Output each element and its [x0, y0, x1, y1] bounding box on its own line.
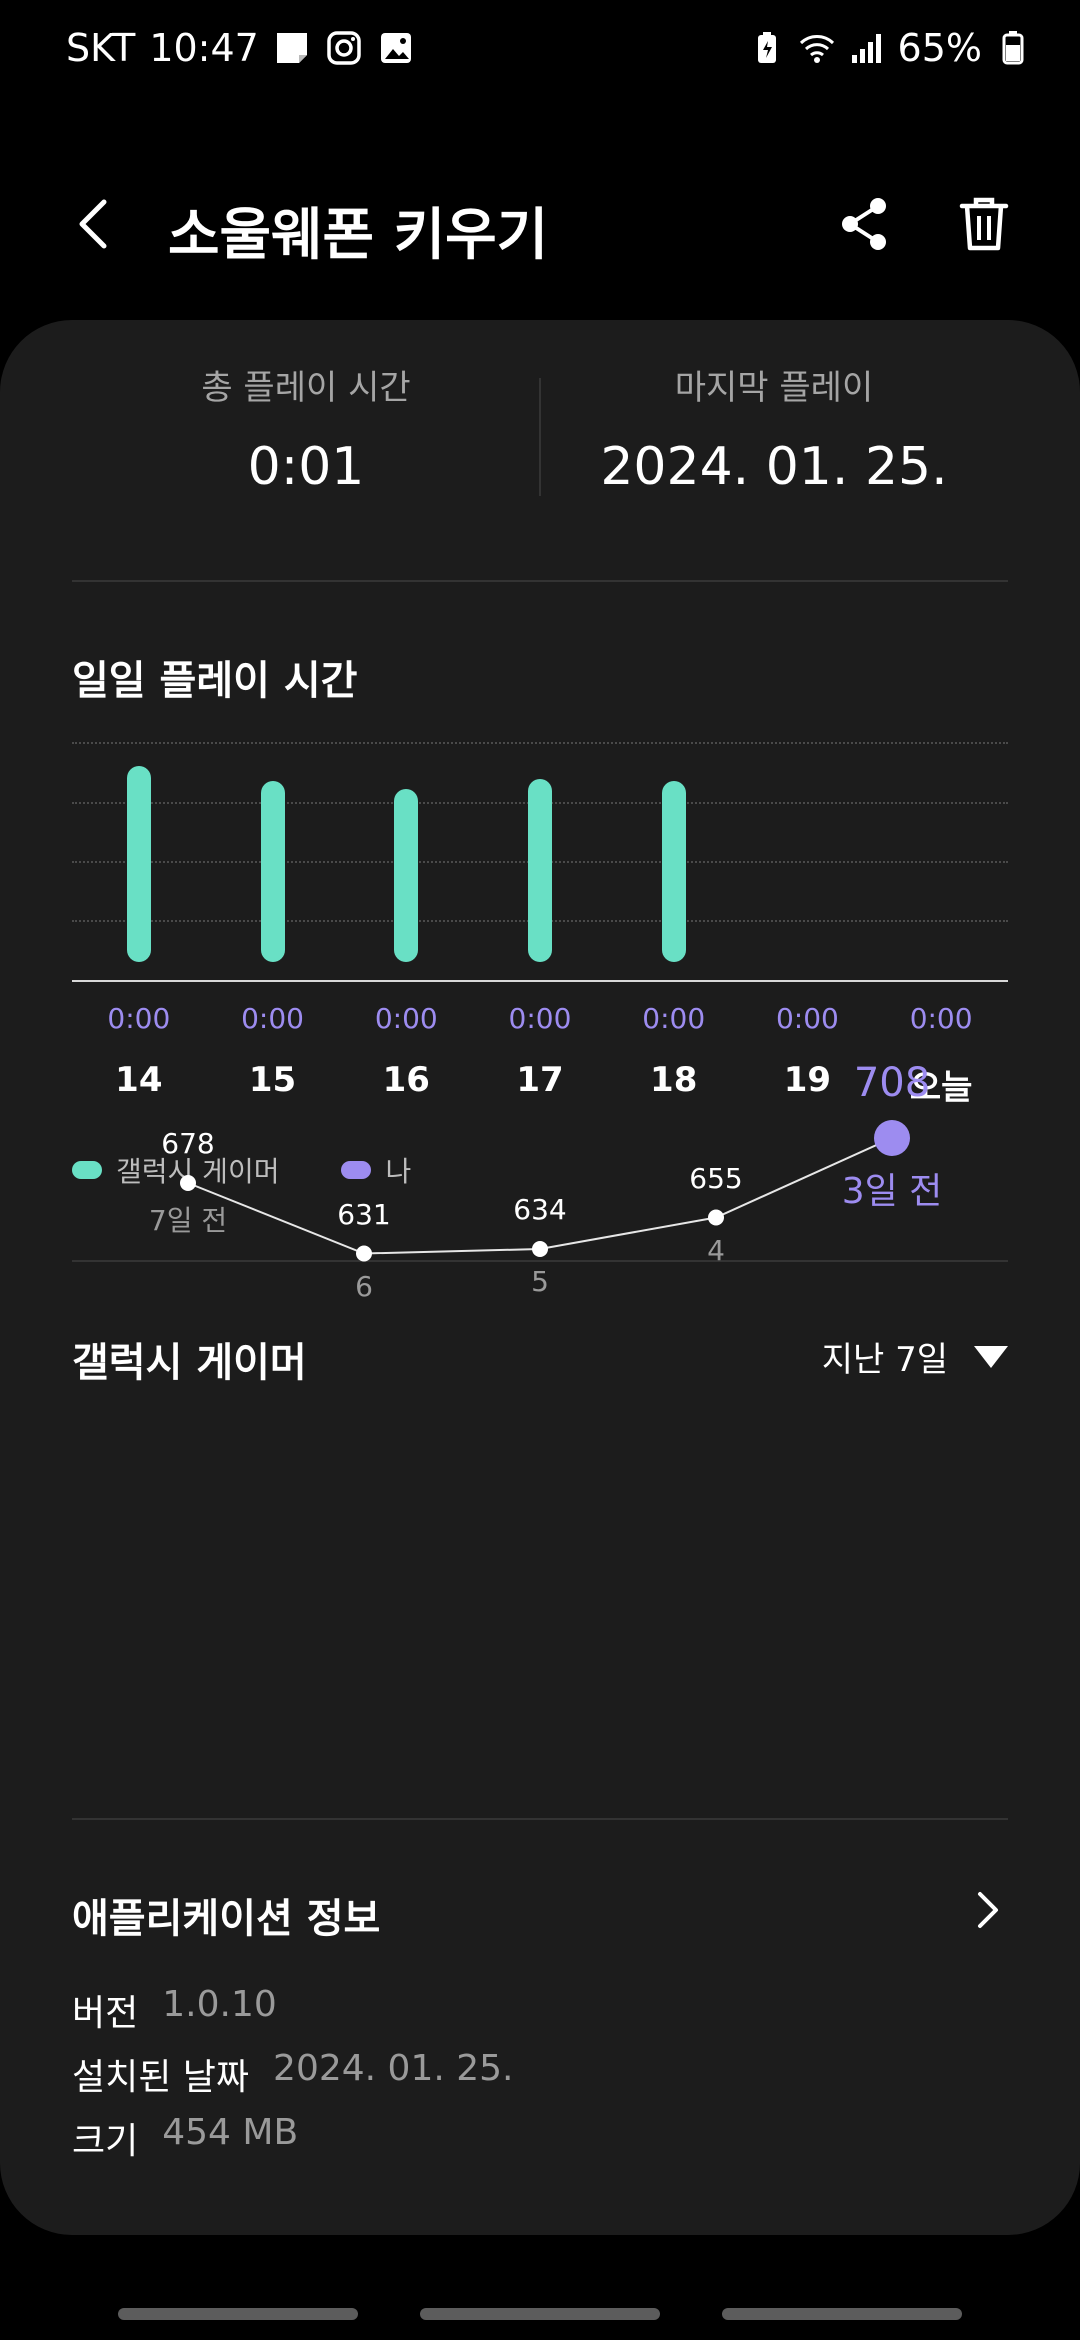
x-tick-label: 15 [248, 1060, 297, 1100]
point-value-label: 631 [337, 1197, 391, 1231]
status-right: 65% [748, 26, 1032, 70]
trash-icon[interactable] [952, 192, 1016, 256]
share-icon[interactable] [832, 192, 896, 256]
point-day-label: 4 [707, 1233, 725, 1267]
instagram-icon [327, 31, 361, 65]
bar-time-label: 0:00 [107, 1002, 171, 1035]
x-tick-label: 18 [650, 1060, 698, 1100]
legend-label-galaxy: 갤럭시 게이머 [116, 1155, 280, 1188]
triangle-down-icon [974, 1345, 1008, 1368]
point-day-label: 5 [531, 1265, 549, 1298]
point-value-label: 634 [513, 1193, 567, 1226]
data-point [356, 1245, 372, 1262]
x-tick-label: 16 [382, 1060, 430, 1100]
back-icon[interactable] [66, 194, 126, 254]
info-key: 크기 [72, 2121, 139, 2162]
carrier-label: SKT [66, 26, 136, 70]
info-key: 버전 [72, 1993, 139, 2034]
bar-time-label: 0:00 [909, 1002, 973, 1035]
chevron-right-icon[interactable] [966, 1888, 1010, 1932]
bar-time-label: 0:00 [374, 1002, 438, 1035]
daily-play-title: 일일 플레이 시간 [72, 658, 358, 704]
app-info-title: 애플리케이션 정보 [72, 1896, 381, 1942]
nav-recents-button[interactable] [118, 2308, 358, 2320]
legend-swatch-me [341, 1161, 372, 1179]
bar-galaxy-gamer [260, 780, 285, 962]
legend-swatch-galaxy [72, 1161, 102, 1179]
navigation-bar [0, 2308, 1080, 2322]
app-header: 소울웨폰 키우기 [0, 180, 1080, 270]
nav-back-button[interactable] [722, 2308, 962, 2320]
data-point [708, 1209, 724, 1226]
point-value-label: 708 [853, 1060, 931, 1106]
total-play-time: 총 플레이 시간 0:01 [72, 360, 540, 497]
gridline [72, 742, 1008, 744]
legend-label-me: 나 [385, 1155, 412, 1188]
range-dropdown[interactable]: 지난 7일 [822, 1332, 1008, 1381]
bar-galaxy-gamer [394, 788, 419, 962]
data-point [180, 1175, 196, 1191]
last-played-label: 마지막 플레이 [674, 368, 874, 408]
daily-play-chart: 0:00 14 0:00 15 0:00 16 0:00 17 0:00 18 0:00 19 0:00… [72, 740, 1008, 1120]
bar-galaxy-gamer [126, 766, 151, 962]
bar-time-label: 0:00 [241, 1002, 304, 1035]
info-row-version: 버전 1.0.10 [72, 1984, 277, 2036]
chart-legend: 갤럭시 게이머 나 [72, 1150, 411, 1190]
bar-time-label: 0:00 [642, 1002, 706, 1035]
battery-saver-icon [757, 32, 776, 63]
galaxy-gamer-chart: 678 7일 전 631 6 634 5 655 4 708 3일 전 [0, 1060, 1080, 1420]
range-label: 지난 7일 [821, 1340, 948, 1380]
note-icon [276, 33, 307, 63]
data-point [532, 1241, 548, 1257]
last-played: 마지막 플레이 2024. 01. 25. [540, 360, 1008, 497]
x-tick-label: 17 [516, 1060, 564, 1100]
gallery-icon [380, 33, 411, 63]
x-axis-line [72, 980, 1008, 982]
info-row-size: 크기 454 MB [72, 2112, 298, 2164]
clock: 10:47 [149, 26, 259, 70]
nav-home-button[interactable] [420, 2308, 660, 2320]
info-key: 설치된 날짜 [72, 2057, 250, 2098]
info-value: 2024. 01. 25. [273, 2048, 514, 2089]
info-row-installed: 설치된 날짜 2024. 01. 25. [72, 2048, 514, 2100]
total-play-value: 0:01 [247, 437, 365, 497]
info-value: 454 MB [162, 2112, 299, 2153]
point-value-label: 655 [689, 1161, 743, 1195]
line-chart-svg [180, 1120, 910, 1262]
point-value-label: 678 [161, 1127, 215, 1160]
bar-galaxy-gamer [661, 780, 686, 962]
galaxy-gamer-title: 갤럭시 게이머 [72, 1340, 307, 1386]
total-play-label: 총 플레이 시간 [201, 368, 411, 408]
divider [72, 580, 1008, 582]
point-day-label: 7일 전 [148, 1204, 228, 1237]
bar-galaxy-gamer [528, 778, 552, 962]
divider [72, 1818, 1008, 1820]
highlight-point [874, 1120, 910, 1156]
status-bar: SKT 10:47 65% [0, 0, 1080, 104]
point-day-label: 6 [355, 1269, 373, 1303]
signal-icon [851, 34, 881, 63]
point-day-label: 3일 전 [841, 1171, 943, 1212]
battery-percent: 65% [897, 26, 982, 70]
divider [539, 378, 541, 496]
status-left: SKT 10:47 [66, 26, 415, 70]
x-tick-label: 오늘 [909, 1068, 973, 1108]
play-summary: 총 플레이 시간 0:01 마지막 플레이 2024. 01. 25. [72, 360, 1008, 497]
bar-time-label: 0:00 [508, 1002, 572, 1035]
wifi-icon [799, 35, 834, 63]
divider [72, 1260, 1008, 1262]
x-tick-label: 14 [115, 1060, 163, 1100]
last-played-value: 2024. 01. 25. [600, 437, 948, 497]
bar-time-label: 0:00 [775, 1002, 839, 1035]
page-title: 소울웨폰 키우기 [168, 203, 549, 268]
details-card: 총 플레이 시간 0:01 마지막 플레이 2024. 01. 25. 일일 플… [0, 320, 1080, 2235]
info-value: 1.0.10 [162, 1984, 277, 2025]
x-tick-label: 19 [783, 1060, 832, 1100]
battery-icon [1002, 31, 1024, 65]
